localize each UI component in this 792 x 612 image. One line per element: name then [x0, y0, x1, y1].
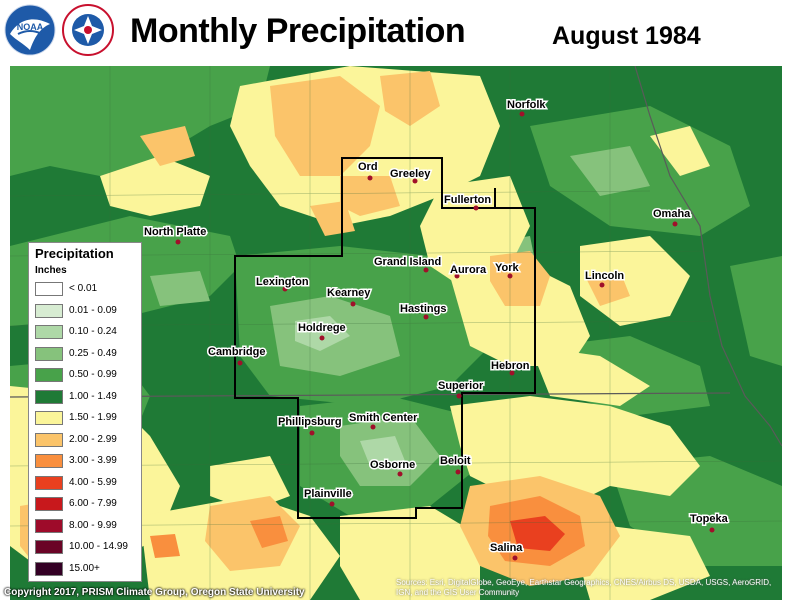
legend: Precipitation Inches < 0.01 0.01 - 0.09 0.… — [28, 242, 142, 582]
legend-swatch — [35, 497, 63, 511]
legend-swatch — [35, 346, 63, 361]
city-label-hebron: Hebron — [491, 360, 530, 372]
legend-item: 0.01 - 0.09 — [35, 303, 139, 319]
city-label-salina: Salina — [490, 542, 523, 554]
legend-label: 6.00 - 7.99 — [69, 498, 117, 509]
legend-item: 2.00 - 2.99 — [35, 432, 139, 448]
legend-title: Precipitation — [35, 246, 114, 261]
city-label-aurora: Aurora — [450, 264, 487, 276]
page-title: Monthly Precipitation — [130, 12, 466, 50]
legend-label: 0.25 - 0.49 — [69, 347, 117, 359]
page-subtitle: August 1984 — [552, 22, 701, 50]
city-label-york: York — [495, 262, 520, 274]
legend-swatch — [35, 325, 63, 339]
nws-logo-icon — [62, 4, 114, 56]
legend-swatch — [35, 389, 63, 404]
legend-label: 15.00+ — [69, 562, 100, 574]
legend-swatch — [35, 282, 63, 296]
legend-item: 10.00 - 14.99 — [35, 539, 139, 555]
city-label-smith-center: Smith Center — [349, 412, 418, 424]
legend-swatch — [35, 518, 63, 533]
legend-label: 8.00 - 9.99 — [69, 519, 117, 531]
legend-swatch — [35, 475, 63, 490]
city-label-phillipsburg: Phillipsburg — [278, 416, 342, 428]
city-label-topeka: Topeka — [690, 513, 729, 525]
legend-label: 0.10 - 0.24 — [69, 326, 117, 337]
legend-item: 1.50 - 1.99 — [35, 410, 139, 426]
sources-attribution: Sources: Esri, DigitalGlobe, GeoEye, Ear… — [396, 578, 772, 597]
city-label-hastings: Hastings — [400, 303, 446, 315]
legend-label: 0.01 - 0.09 — [69, 304, 117, 316]
city-label-plainville: Plainville — [304, 488, 352, 500]
legend-item: 0.10 - 0.24 — [35, 324, 139, 340]
copyright-text: Copyright 2017, PRISM Climate Group, Ore… — [4, 587, 305, 598]
city-label-grand-island: Grand Island — [374, 256, 441, 268]
city-label-ord: Ord — [358, 161, 378, 173]
legend-units: Inches — [35, 265, 67, 276]
city-label-norfolk: Norfolk — [507, 99, 546, 111]
legend-swatch — [35, 561, 63, 576]
legend-item: < 0.01 — [35, 281, 139, 297]
legend-item: 1.00 - 1.49 — [35, 389, 139, 405]
city-label-lexington: Lexington — [256, 276, 309, 288]
legend-label: 1.00 - 1.49 — [69, 390, 117, 402]
legend-item: 0.25 - 0.49 — [35, 346, 139, 362]
city-label-lincoln: Lincoln — [585, 270, 624, 282]
legend-label: 2.00 - 2.99 — [69, 433, 117, 445]
city-label-cambridge: Cambridge — [208, 346, 265, 358]
legend-item: 0.50 - 0.99 — [35, 367, 139, 383]
svg-text:NOAA: NOAA — [17, 22, 44, 32]
legend-label: 4.00 - 5.99 — [69, 476, 117, 488]
legend-swatch — [35, 432, 63, 447]
city-label-beloit: Beloit — [440, 455, 471, 467]
legend-swatch — [35, 411, 63, 425]
city-label-kearney: Kearney — [327, 287, 371, 299]
city-label-fullerton: Fullerton — [444, 194, 491, 206]
legend-item: 6.00 - 7.99 — [35, 496, 139, 512]
city-label-superior: Superior — [438, 380, 484, 392]
header: NOAA Monthly Precipitation August 1984 — [0, 0, 792, 66]
legend-item: 15.00+ — [35, 561, 139, 577]
city-label-greeley: Greeley — [390, 168, 431, 180]
legend-swatch — [35, 368, 63, 382]
legend-label: 10.00 - 14.99 — [69, 541, 128, 552]
city-label-holdrege: Holdrege — [298, 322, 346, 334]
legend-item: 4.00 - 5.99 — [35, 475, 139, 491]
legend-item: 8.00 - 9.99 — [35, 518, 139, 534]
legend-swatch — [35, 303, 63, 318]
legend-item: 3.00 - 3.99 — [35, 453, 139, 469]
city-label-omaha: Omaha — [653, 208, 691, 220]
legend-label: 3.00 - 3.99 — [69, 455, 117, 466]
noaa-logo-icon: NOAA — [4, 4, 56, 56]
city-label-north-platte: North Platte — [144, 226, 206, 238]
legend-swatch — [35, 454, 63, 468]
legend-label: < 0.01 — [69, 283, 98, 294]
legend-label: 1.50 - 1.99 — [69, 412, 117, 423]
city-label-osborne: Osborne — [370, 459, 415, 471]
legend-swatch — [35, 540, 63, 554]
legend-label: 0.50 - 0.99 — [69, 369, 117, 380]
